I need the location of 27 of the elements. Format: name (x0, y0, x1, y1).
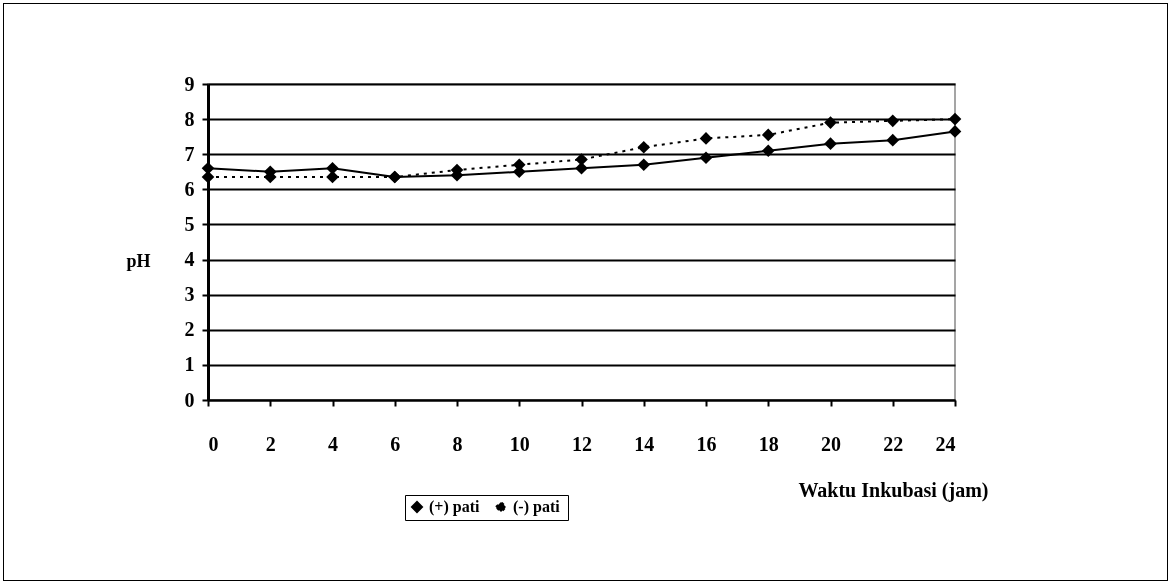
x-tick-label: 2 (265, 432, 276, 455)
x-tick-label: 20 (821, 432, 841, 455)
x-tick-label: 16 (696, 432, 717, 455)
y-tick-label: 6 (184, 177, 195, 200)
y-tick-label: 1 (184, 353, 195, 376)
x-tick-label: 12 (572, 432, 592, 455)
x-tick-label: 24 (935, 432, 956, 455)
x-axis-title: Waktu Inkubasi (jam) (798, 478, 989, 502)
y-tick-label: 0 (184, 388, 195, 411)
y-axis-title: pH (126, 250, 151, 271)
y-tick-label: 9 (184, 72, 195, 95)
legend-label: (-) pati (513, 498, 561, 516)
y-tick-label: 2 (184, 318, 195, 341)
legend-label: (+) pati (429, 498, 480, 516)
y-tick-label: 3 (184, 283, 195, 306)
x-tick-label: 10 (509, 432, 530, 455)
y-tick-label: 7 (184, 142, 195, 165)
y-tick-label: 4 (184, 248, 195, 271)
x-tick-label: 4 (328, 432, 338, 455)
x-tick-label: 14 (634, 432, 655, 455)
x-tick-label: 0 (208, 432, 219, 455)
x-tick-label: 8 (452, 432, 463, 455)
y-tick-label: 8 (184, 107, 195, 130)
x-tick-label: 22 (883, 432, 904, 455)
x-tick-label: 18 (758, 432, 779, 455)
y-tick-label: 5 (184, 212, 195, 235)
x-tick-label: 6 (390, 432, 401, 455)
